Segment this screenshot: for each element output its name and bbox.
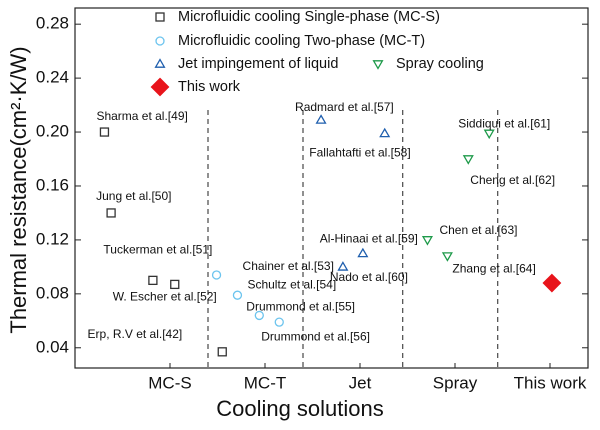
point — [337, 261, 349, 271]
point-label: Cheng et al.[62] — [470, 173, 555, 187]
point — [357, 247, 369, 258]
point-label: Al-Hinaai et al.[59] — [320, 232, 418, 246]
point — [217, 347, 227, 357]
legend-label: This work — [178, 79, 241, 95]
plot-frame — [74, 7, 589, 369]
point-label: Tuckerman et al.[51] — [103, 243, 212, 257]
point-label: Zhang et al.[64] — [452, 261, 535, 275]
y-tick-label: 0.28 — [36, 14, 69, 33]
legend-marker — [155, 36, 165, 46]
point-label: Drummond et al.[56] — [261, 329, 370, 343]
legend-label: Jet impingement of liquid — [178, 56, 338, 72]
point — [379, 127, 391, 138]
legend-label: Spray cooling — [396, 56, 484, 72]
point-label: Chainer et al.[53] — [243, 259, 334, 273]
point-label: Schultz et al.[54] — [247, 277, 336, 291]
point-label: Siddiqui et al.[61] — [458, 117, 550, 131]
point — [232, 290, 243, 300]
x-axis-title: Cooling solutions — [216, 396, 384, 421]
x-tick-label: MC-S — [148, 373, 191, 392]
point-label: Sharma et al.[49] — [96, 109, 187, 123]
point — [148, 275, 158, 286]
point-label: W. Escher et al.[52] — [113, 290, 217, 304]
y-tick-label: 0.04 — [36, 337, 69, 356]
point — [441, 252, 453, 262]
point-label: Jung et al.[50] — [96, 189, 171, 203]
legend-marker — [372, 60, 384, 70]
y-tick-label: 0.24 — [36, 68, 69, 87]
point-label: Radmard et al.[57] — [295, 100, 394, 114]
point — [170, 279, 180, 290]
point — [254, 310, 264, 321]
point-label: Chen et al.[63] — [439, 223, 517, 237]
legend-marker — [155, 12, 165, 22]
point-label: Drummond et al.[55] — [246, 300, 355, 314]
legend-marker — [154, 58, 166, 68]
y-tick-label: 0.20 — [36, 122, 69, 141]
point — [462, 155, 474, 165]
x-tick-label: MC-T — [244, 373, 286, 392]
y-axis-title: Thermal resistance(cm²·K/W) — [6, 46, 31, 333]
x-tick-label: This work — [514, 373, 587, 392]
y-tick-label: 0.12 — [36, 229, 69, 248]
y-tick-label: 0.16 — [36, 175, 69, 194]
point — [315, 114, 327, 124]
y-tick-label: 0.08 — [36, 283, 69, 302]
point — [99, 127, 110, 137]
point-label: Erp, R.V et al.[42] — [88, 327, 183, 341]
point — [421, 236, 433, 246]
legend-label: Microfluidic cooling Single-phase (MC-S) — [178, 9, 440, 25]
x-tick-label: Jet — [349, 373, 372, 392]
legend-marker — [150, 77, 170, 97]
x-tick-label: Spray — [433, 373, 478, 392]
point-label: Nado et al.[60] — [330, 270, 408, 284]
point — [106, 208, 116, 218]
point — [274, 317, 284, 327]
point — [483, 129, 495, 140]
legend-label: Microfluidic cooling Two-phase (MC-T) — [178, 33, 425, 49]
point — [542, 273, 562, 293]
point-label: Fallahtafti et al.[58] — [309, 146, 410, 160]
point — [211, 270, 222, 280]
